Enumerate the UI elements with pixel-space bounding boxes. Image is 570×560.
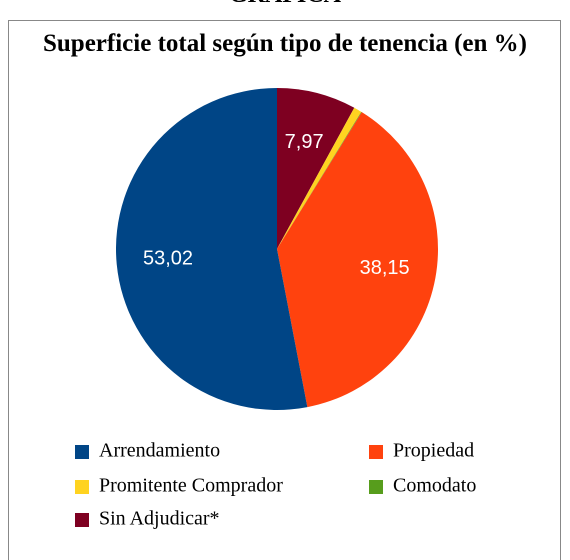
legend-label: Propiedad — [393, 440, 474, 462]
page-heading: GRAFICA — [0, 0, 570, 9]
pie-slice — [277, 112, 438, 408]
legend-label: Comodato — [393, 475, 476, 497]
legend-swatch — [369, 445, 383, 459]
pie-slice — [277, 107, 362, 249]
pie-slice — [277, 111, 362, 249]
legend-swatch — [369, 480, 383, 494]
legend-swatch — [75, 513, 89, 527]
pie-slice — [115, 88, 308, 410]
legend-swatch — [75, 480, 89, 494]
data-label: 7,97 — [285, 131, 324, 153]
legend-label: Sin Adjudicar* — [99, 508, 220, 530]
data-label: 38,15 — [360, 257, 410, 279]
frame — [8, 20, 561, 560]
data-label: 53,02 — [143, 248, 193, 270]
chart-title: Superficie total según tipo de tenencia … — [43, 30, 527, 57]
legend-label: Arrendamiento — [99, 440, 220, 462]
pie-slice — [277, 88, 355, 249]
legend-swatch — [75, 445, 89, 459]
legend-label: Promitente Comprador — [99, 475, 283, 497]
